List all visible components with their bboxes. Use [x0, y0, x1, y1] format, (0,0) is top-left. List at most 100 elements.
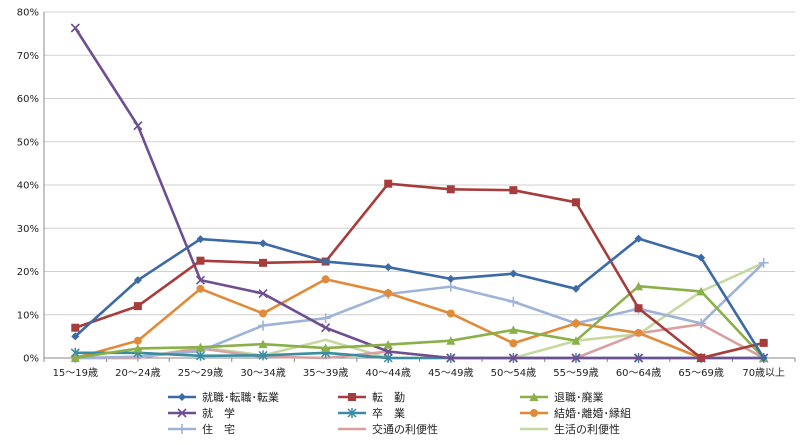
legend-marker: [178, 393, 186, 401]
data-point: [258, 288, 268, 299]
y-tick-label: 30%: [17, 224, 39, 235]
data-point: [321, 323, 331, 333]
x-tick-label: 45～49歳: [428, 367, 473, 379]
x-tick-label: 65～69歳: [678, 367, 723, 379]
data-point: [571, 353, 581, 363]
data-point: [71, 323, 80, 332]
x-tick-label: 60～64歳: [616, 367, 661, 379]
data-point: [383, 340, 393, 349]
data-point: [509, 269, 518, 278]
data-point: [195, 350, 205, 361]
plot-series: [70, 23, 769, 363]
legend-marker: [348, 393, 356, 401]
legend-label: 卒 業: [372, 406, 405, 420]
x-tick-label: 25～29歳: [178, 367, 223, 379]
data-point: [696, 318, 707, 329]
data-point: [446, 353, 456, 363]
x-tick-label: 70歳以上: [742, 367, 785, 379]
y-axis-tick-labels: 0% 10% 20% 30% 40% 50% 60% 70% 80%: [17, 8, 39, 365]
data-point: [71, 332, 80, 341]
legend-item: 就職･転職･転業: [168, 390, 279, 404]
data-point: [445, 281, 456, 292]
data-point: [258, 320, 269, 331]
series-line: [74, 27, 764, 360]
data-point: [633, 353, 644, 363]
data-point: [196, 235, 205, 244]
y-tick-label: 20%: [17, 267, 39, 278]
data-point: [259, 239, 268, 248]
legend-item: 住 宅: [168, 422, 235, 436]
legend-label: 就 学: [202, 406, 235, 420]
series-line: [75, 261, 765, 360]
x-tick-label: 50～54歳: [491, 367, 536, 379]
x-tick-label: 15～19歳: [53, 367, 98, 379]
y-tick-label: 50%: [17, 137, 39, 148]
y-tick-label: 80%: [17, 8, 39, 19]
legend-marker: [530, 409, 538, 417]
legend-item: 交通の利便性: [338, 422, 438, 436]
y-tick-label: 60%: [17, 94, 39, 105]
data-point: [634, 281, 644, 291]
series-1: [71, 179, 768, 362]
data-point: [634, 234, 643, 243]
data-point: [634, 304, 643, 313]
legend-item: 卒 業: [338, 406, 405, 420]
x-tick-label: 55～59歳: [553, 367, 598, 379]
legend-label: 退職･廃業: [554, 390, 604, 404]
data-point: [384, 289, 393, 298]
data-point: [195, 275, 206, 285]
legend-item: 転 勤: [338, 391, 405, 404]
x-tick-label: 30～34歳: [240, 367, 285, 379]
data-point: [509, 339, 518, 348]
legend-label: 生活の利便性: [554, 422, 620, 436]
data-point: [508, 353, 518, 363]
data-point: [133, 276, 142, 285]
series-3: [70, 23, 769, 363]
data-point: [508, 296, 519, 307]
data-point: [446, 336, 456, 345]
data-point: [321, 257, 330, 266]
data-point: [509, 186, 518, 195]
series-line: [74, 277, 765, 360]
data-point: [196, 284, 205, 293]
data-point: [384, 179, 393, 188]
data-point: [133, 302, 142, 311]
data-point: [70, 353, 80, 362]
legend-item: 退職･廃業: [520, 390, 604, 404]
data-point: [196, 256, 205, 265]
legend-label: 結婚･離婚･縁組: [554, 406, 631, 420]
data-point: [133, 336, 142, 345]
data-point: [320, 313, 331, 324]
data-point: [696, 286, 706, 296]
data-point: [384, 263, 393, 272]
data-point: [697, 253, 706, 262]
data-point: [759, 354, 768, 362]
data-point: [321, 343, 331, 353]
legend-marker: [177, 408, 187, 418]
data-point: [571, 284, 580, 293]
x-tick-label: 20～24歳: [115, 367, 160, 379]
data-point: [383, 353, 393, 363]
legend-marker: [177, 424, 187, 434]
data-point: [758, 257, 769, 268]
x-axis-tick-labels: 15～19歳 20～24歳 25～29歳 30～34歳 35～39歳 40～44歳 45～4…: [53, 367, 786, 379]
data-point: [571, 336, 581, 345]
data-point: [133, 121, 143, 131]
data-point: [258, 339, 268, 349]
data-point: [70, 23, 80, 33]
y-tick-label: 0%: [23, 354, 39, 365]
series-line: [74, 182, 765, 360]
legend-item: 生活の利便性: [520, 422, 620, 436]
data-point: [759, 338, 768, 347]
series-line: [74, 237, 765, 359]
data-point: [383, 346, 393, 357]
legend-label: 転 勤: [372, 391, 405, 404]
legend-label: 就職･転職･転業: [202, 390, 279, 404]
y-tick-label: 10%: [17, 310, 39, 321]
gridlines: [44, 11, 795, 359]
data-point: [446, 274, 455, 283]
data-point: [259, 258, 268, 267]
data-point: [446, 185, 455, 194]
x-tick-label: 40～44歳: [365, 367, 410, 379]
